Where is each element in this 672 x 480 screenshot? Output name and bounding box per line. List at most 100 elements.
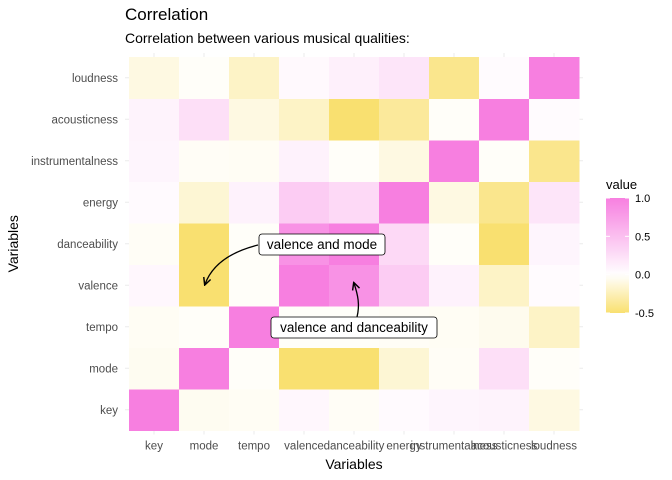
heatmap-cell-danceability-energy — [379, 223, 430, 265]
heatmap-cell-key-energy — [379, 389, 430, 431]
legend-title: value — [606, 177, 637, 192]
heatmap-cell-key-acousticness — [479, 389, 530, 431]
heatmap-cell-loudness-instrumentalness — [429, 57, 480, 99]
heatmap-cell-valence-acousticness — [479, 264, 530, 307]
y-tick-labels: key mode tempo valence danceability energy ins… — [31, 73, 118, 417]
x-tick-label: instrumentalness — [411, 441, 498, 453]
x-tick-label: mode — [190, 441, 219, 453]
heatmap-cell-instrumentalness-instrumentalness — [429, 140, 480, 182]
heatmap-cell-mode-tempo — [229, 347, 280, 390]
heatmap-cell-tempo-mode — [179, 306, 230, 348]
heatmap-cell-instrumentalness-mode — [179, 140, 230, 182]
chart-subtitle: Correlation between various musical qual… — [125, 30, 410, 46]
heatmap-cell-energy-tempo — [229, 181, 280, 224]
heatmap-cell-acousticness-acousticness — [479, 98, 530, 141]
x-tick-label: loudness — [531, 441, 577, 453]
annotation-label: valence and danceability — [280, 320, 428, 335]
annotation-valence-mode: valence and mode — [205, 233, 386, 284]
heatmap-cell-tempo-loudness — [529, 306, 580, 348]
heatmap-cell-key-key — [129, 389, 180, 431]
legend-tick-label: 0.5 — [635, 231, 650, 243]
heatmap-cell-mode-energy — [379, 347, 430, 390]
heatmap-cell-instrumentalness-tempo — [229, 140, 280, 182]
heatmap-cell-valence-mode — [179, 264, 230, 307]
heatmap-cell-danceability-instrumentalness — [429, 223, 480, 265]
x-tick-label: energy — [386, 441, 421, 453]
heatmap-cell-tempo-acousticness — [479, 306, 530, 348]
heatmap-cell-instrumentalness-danceability — [329, 140, 380, 182]
heatmap-cell-danceability-key — [129, 223, 180, 265]
heatmap-cell-key-instrumentalness — [429, 389, 480, 431]
y-tick-label: tempo — [86, 322, 118, 334]
heatmap-cell-mode-key — [129, 347, 180, 390]
heatmap-cell-loudness-acousticness — [479, 57, 530, 99]
x-tick-label: danceability — [324, 441, 385, 453]
heatmap-cell-danceability-loudness — [529, 223, 580, 265]
y-tick-label: energy — [83, 197, 118, 209]
x-tick-label: valence — [284, 441, 324, 453]
heatmap-cell-key-mode — [179, 389, 230, 431]
heatmap-cell-loudness-valence — [279, 57, 330, 99]
heatmap-cell-energy-acousticness — [479, 181, 530, 224]
heatmap-cell-valence-key — [129, 264, 180, 307]
heatmap-cell-energy-instrumentalness — [429, 181, 480, 224]
y-tick-label: instrumentalness — [31, 156, 118, 168]
heatmap-cell-acousticness-energy — [379, 98, 430, 141]
x-tick-label: key — [145, 441, 163, 453]
heatmap-cell-valence-valence — [279, 264, 330, 307]
legend-tick-label: 1.0 — [635, 193, 650, 205]
y-tick-label: mode — [89, 363, 118, 375]
annotation-valence-danceability: valence and danceability — [270, 283, 438, 339]
x-tick-label: tempo — [238, 441, 270, 453]
heatmap-cell-instrumentalness-loudness — [529, 140, 580, 182]
heatmap-cell-danceability-mode — [179, 223, 230, 265]
annotation-label-box — [258, 233, 386, 256]
heatmap-cell-valence-loudness — [529, 264, 580, 307]
chart-title: Correlation — [125, 5, 208, 24]
x-tick-label: acousticness — [471, 441, 538, 453]
heatmap-cell-acousticness-tempo — [229, 98, 280, 141]
heatmap-cell-key-loudness — [529, 389, 580, 431]
heatmap-cell-instrumentalness-energy — [379, 140, 430, 182]
heatmap-cell-acousticness-key — [129, 98, 180, 141]
heatmap-cell-loudness-loudness — [529, 57, 580, 99]
x-axis-title: Variables — [325, 456, 382, 472]
heatmap-cell-acousticness-instrumentalness — [429, 98, 480, 141]
heatmap-cell-acousticness-valence — [279, 98, 330, 141]
heatmap-cell-tempo-key — [129, 306, 180, 348]
annotation-arrow — [205, 244, 259, 284]
legend: value 1.0 0.5 0.0 -0.5 — [606, 177, 654, 320]
y-tick-label: acousticness — [52, 114, 119, 126]
heatmap-cell-acousticness-mode — [179, 98, 230, 141]
heatmap-cell-instrumentalness-valence — [279, 140, 330, 182]
annotations: valence and mode valence and danceability — [205, 233, 438, 339]
annotation-label-box — [270, 316, 438, 339]
heatmap-cell-loudness-mode — [179, 57, 230, 99]
heatmap-cell-acousticness-loudness — [529, 98, 580, 141]
heatmap-cell-energy-energy — [379, 181, 430, 224]
y-axis-title: Variables — [5, 215, 21, 272]
heatmap-cell-key-valence — [279, 389, 330, 431]
heatmap-cell-mode-instrumentalness — [429, 347, 480, 390]
heatmap-cell-tempo-instrumentalness — [429, 306, 480, 348]
heatmap-cell-valence-instrumentalness — [429, 264, 480, 307]
heatmap-cell-valence-tempo — [229, 264, 280, 307]
heatmap-cells — [129, 57, 580, 431]
heatmap-cell-danceability-acousticness — [479, 223, 530, 265]
heatmap-cell-key-danceability — [329, 389, 380, 431]
heatmap-cell-energy-key — [129, 181, 180, 224]
heatmap-cell-loudness-key — [129, 57, 180, 99]
heatmap-cell-mode-valence — [279, 347, 330, 390]
legend-tick-label: 0.0 — [635, 270, 650, 282]
heatmap-cell-instrumentalness-acousticness — [479, 140, 530, 182]
y-tick-label: loudness — [72, 73, 118, 85]
heatmap-cell-loudness-tempo — [229, 57, 280, 99]
y-tick-label: danceability — [57, 239, 118, 251]
heatmap-cell-loudness-energy — [379, 57, 430, 99]
heatmap-cell-energy-loudness — [529, 181, 580, 224]
heatmap-cell-mode-danceability — [329, 347, 380, 390]
heatmap-cell-energy-valence — [279, 181, 330, 224]
heatmap-cell-energy-mode — [179, 181, 230, 224]
y-tick-label: valence — [78, 280, 118, 292]
